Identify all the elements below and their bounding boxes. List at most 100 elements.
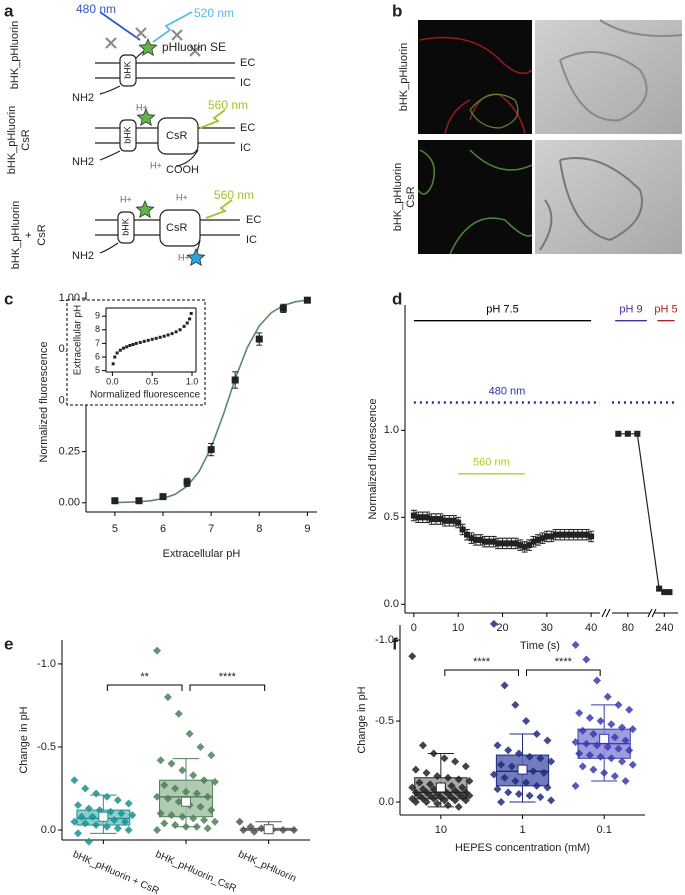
point <box>124 799 133 808</box>
x-tick-label: 8 <box>256 523 262 535</box>
point <box>440 796 449 805</box>
significance-label: ** <box>140 671 149 683</box>
x-tick-label: 240 <box>655 622 673 634</box>
point <box>508 540 515 547</box>
c-term-line <box>175 149 199 167</box>
inset-point <box>188 317 192 321</box>
n-term: NH2 <box>72 156 94 168</box>
significance-bracket <box>444 669 519 676</box>
point <box>570 531 577 538</box>
point <box>433 772 442 781</box>
cell-outline <box>539 157 643 251</box>
point <box>557 531 564 538</box>
point <box>210 817 219 826</box>
point <box>517 542 524 549</box>
point <box>522 717 531 726</box>
wavelength: 560 nm <box>214 188 254 202</box>
mean <box>517 764 528 775</box>
inset-point <box>189 311 193 315</box>
axis-break <box>601 608 611 618</box>
point <box>200 816 209 825</box>
point <box>443 801 452 810</box>
point <box>600 768 609 777</box>
condition-label: pH 7.5 <box>486 304 518 316</box>
point <box>424 514 431 521</box>
point <box>526 542 533 549</box>
point <box>575 749 584 758</box>
row-label: bHK_pHluorin <box>6 106 18 174</box>
point <box>415 778 424 787</box>
point <box>81 819 90 828</box>
point <box>163 794 172 803</box>
point <box>489 770 498 779</box>
condition-label: 560 nm <box>473 457 510 469</box>
x-tick-label: bHK_pHluorin + CsR <box>71 849 161 895</box>
fluorophore-star <box>138 37 158 57</box>
x-tick-label: 20 <box>496 622 508 634</box>
point <box>418 741 427 750</box>
wavelength: 560 nm <box>208 98 248 112</box>
point <box>200 776 209 785</box>
point <box>455 519 462 526</box>
point <box>614 700 623 709</box>
point <box>289 826 298 835</box>
point <box>499 540 506 547</box>
point <box>153 826 162 835</box>
y-axis-label: Change in pH <box>18 706 30 773</box>
bhk-box <box>119 119 137 152</box>
point <box>246 822 255 831</box>
point <box>171 784 180 793</box>
n-term: NH2 <box>72 250 94 262</box>
row-label: + <box>23 232 35 238</box>
inset-point <box>128 343 132 347</box>
point <box>113 796 122 805</box>
point <box>192 789 201 798</box>
point <box>441 517 448 524</box>
axis-break <box>647 608 657 618</box>
ic-label: IC <box>240 142 251 154</box>
point <box>160 781 169 790</box>
point <box>156 809 165 818</box>
wavelength: 480 nm <box>76 2 116 16</box>
point <box>178 812 187 821</box>
point <box>156 756 165 765</box>
point <box>203 824 212 833</box>
inset-point <box>125 345 129 349</box>
inset-point <box>113 355 117 359</box>
point <box>135 497 143 505</box>
x-tick-label: 10 <box>435 824 447 836</box>
point <box>593 676 602 685</box>
point <box>574 531 581 538</box>
y-tick-label: 0.0 <box>379 796 394 808</box>
point <box>582 655 591 664</box>
point <box>408 652 417 661</box>
mean <box>181 796 191 807</box>
point <box>124 826 133 835</box>
ic-label: IC <box>240 77 251 89</box>
inset-point <box>131 342 135 346</box>
bhk-label: bHK <box>120 218 130 236</box>
point <box>279 826 288 835</box>
inset-point <box>134 341 138 345</box>
row-label: bHK_pHluorin <box>10 201 22 269</box>
panel-label: a <box>4 1 14 20</box>
y-tick-label: -0.5 <box>375 715 394 727</box>
point <box>182 787 190 796</box>
series-line <box>413 433 670 593</box>
point <box>426 780 435 789</box>
point <box>461 788 470 797</box>
significance-bracket <box>189 684 266 691</box>
point <box>171 821 180 830</box>
point <box>497 798 506 807</box>
point <box>561 531 568 538</box>
point <box>618 757 627 766</box>
point <box>514 749 523 758</box>
point <box>464 531 471 538</box>
point <box>530 538 537 545</box>
point <box>565 531 572 538</box>
point <box>522 778 531 787</box>
inset-point <box>150 337 154 341</box>
x-tick-label: 1 <box>519 824 525 836</box>
y-tick-label: -0.5 <box>37 741 56 753</box>
